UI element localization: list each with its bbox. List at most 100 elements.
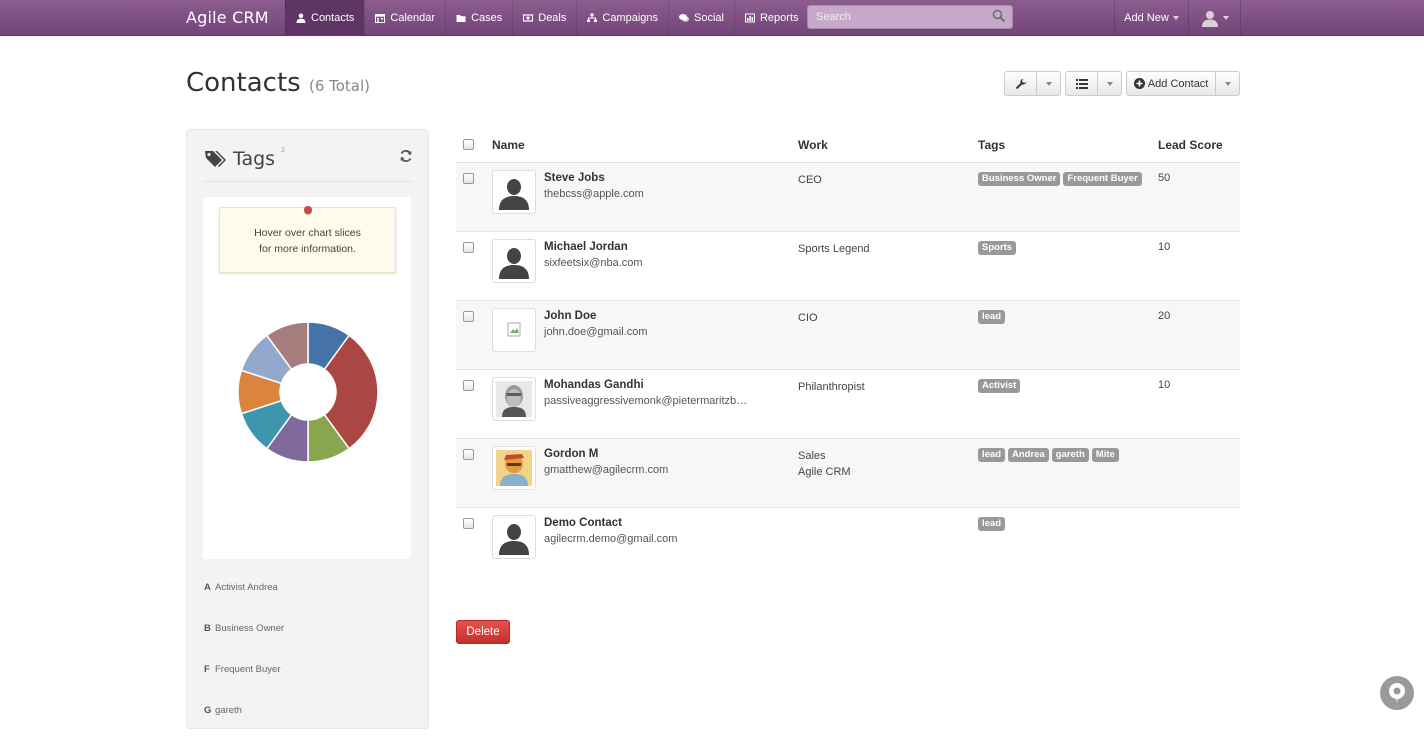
nav-label: Campaigns bbox=[602, 12, 659, 24]
contact-photo bbox=[496, 381, 532, 417]
folder-icon bbox=[456, 15, 466, 22]
add-new-menu[interactable]: Add New bbox=[1114, 0, 1189, 36]
tag-badge[interactable]: lead bbox=[978, 517, 1006, 531]
contact-avatar[interactable] bbox=[492, 308, 536, 352]
tag-badge[interactable]: lead bbox=[978, 448, 1006, 462]
chart-tooltip: Hover over chart slices for more informa… bbox=[219, 206, 396, 273]
nav-contacts[interactable]: Contacts bbox=[285, 0, 365, 36]
table-row[interactable]: Mohandas Gandhi passiveaggressivemonk@pie… bbox=[456, 369, 1240, 438]
tag-badge[interactable]: Andrea bbox=[1008, 448, 1049, 462]
contact-avatar[interactable] bbox=[492, 515, 536, 559]
col-tags[interactable]: Tags bbox=[978, 138, 1006, 152]
work-title: Sports Legend bbox=[798, 243, 870, 255]
tag-badge[interactable]: Frequent Buyer bbox=[1063, 172, 1142, 186]
contact-count: (6 Total) bbox=[308, 77, 371, 95]
donut-slice[interactable] bbox=[323, 334, 379, 450]
contact-avatar[interactable] bbox=[492, 170, 536, 214]
chevron-down-icon bbox=[1172, 16, 1179, 20]
contact-name[interactable]: Mohandas Gandhi bbox=[544, 379, 644, 391]
contact-avatar[interactable] bbox=[492, 239, 536, 283]
col-work[interactable]: Work bbox=[798, 138, 828, 152]
tag-badge[interactable]: lead bbox=[978, 310, 1006, 324]
contact-name[interactable]: Demo Contact bbox=[544, 517, 622, 529]
tag-badge[interactable]: Activist bbox=[978, 379, 1021, 393]
contact-avatar[interactable] bbox=[492, 377, 536, 421]
pin-icon bbox=[304, 206, 312, 214]
nav-cases[interactable]: Cases bbox=[445, 0, 512, 36]
tag-letter: B bbox=[204, 623, 211, 634]
plus-circle-icon bbox=[1133, 78, 1145, 89]
table-header: Name Work Tags Lead Score bbox=[456, 128, 1240, 162]
contacts-table: Name Work Tags Lead Score Steve Jobs theb… bbox=[456, 128, 1240, 576]
work-title: Philanthropist bbox=[798, 381, 865, 393]
list-view-button[interactable] bbox=[1066, 72, 1097, 95]
page-title-text: Contacts bbox=[186, 68, 301, 98]
tag-list-item[interactable]: A Activist Andrea bbox=[204, 582, 284, 623]
contact-name[interactable]: Gordon M bbox=[544, 448, 599, 460]
add-contact-dropdown[interactable] bbox=[1215, 72, 1239, 95]
contact-name[interactable]: Steve Jobs bbox=[544, 172, 605, 184]
nav-deals[interactable]: Deals bbox=[512, 0, 576, 36]
broken-image-icon bbox=[496, 312, 532, 348]
table-row[interactable]: Demo Contact agilecrm.demo@gmail.com lead bbox=[456, 507, 1240, 576]
wrench-button[interactable] bbox=[1005, 72, 1036, 95]
page-title: Contacts (6 Total) bbox=[186, 68, 370, 98]
user-menu[interactable] bbox=[1189, 0, 1241, 36]
table-row[interactable]: Steve Jobs thebcss@apple.com CEO Business O… bbox=[456, 162, 1240, 231]
table-row[interactable]: Gordon M gmatthew@agilecrm.com Sales Agile … bbox=[456, 438, 1240, 507]
select-all-checkbox[interactable] bbox=[463, 139, 474, 150]
contact-email: thebcss@apple.com bbox=[544, 188, 644, 200]
contact-name[interactable]: Michael Jordan bbox=[544, 241, 628, 253]
refresh-icon[interactable] bbox=[399, 149, 413, 163]
wrench-dropdown[interactable] bbox=[1036, 72, 1060, 95]
tag-badge[interactable]: Sports bbox=[978, 241, 1017, 255]
tag-list-item[interactable]: B Business Owner bbox=[204, 623, 284, 664]
tag-badge[interactable]: Business Owner bbox=[978, 172, 1061, 186]
tag-letter: F bbox=[204, 664, 210, 675]
contact-name[interactable]: John Doe bbox=[544, 310, 597, 322]
default-avatar-icon bbox=[496, 243, 532, 279]
nav-social[interactable]: Social bbox=[668, 0, 734, 36]
col-name[interactable]: Name bbox=[492, 138, 525, 152]
nav-calendar[interactable]: Calendar bbox=[364, 0, 445, 36]
tag-letter: A bbox=[204, 582, 211, 593]
lead-score: 20 bbox=[1158, 310, 1171, 322]
tag-badge[interactable]: gareth bbox=[1051, 448, 1089, 462]
chevron-down-icon bbox=[1045, 81, 1052, 86]
col-lead-score[interactable]: Lead Score bbox=[1158, 138, 1223, 152]
calendar-icon bbox=[375, 14, 386, 23]
brand-logo[interactable]: Agile CRM bbox=[186, 8, 269, 27]
view-dropdown[interactable] bbox=[1097, 72, 1121, 95]
contact-email: sixfeetsix@nba.com bbox=[544, 257, 643, 269]
table-row[interactable]: Michael Jordan sixfeetsix@nba.com Sports L… bbox=[456, 231, 1240, 300]
nav-campaigns[interactable]: Campaigns bbox=[576, 0, 668, 36]
table-body: Steve Jobs thebcss@apple.com CEO Business O… bbox=[456, 162, 1240, 576]
top-navbar: Agile CRM Contacts Calendar Cases Deals Camp… bbox=[0, 0, 1424, 36]
row-checkbox[interactable] bbox=[463, 380, 474, 391]
search-icon[interactable] bbox=[992, 9, 1006, 23]
row-checkbox[interactable] bbox=[463, 518, 474, 529]
donut-slice[interactable] bbox=[265, 321, 309, 371]
add-contact-button[interactable]: Add Contact bbox=[1127, 72, 1215, 95]
search-input[interactable] bbox=[808, 6, 988, 28]
row-checkbox[interactable] bbox=[463, 173, 474, 184]
contact-tags: lead bbox=[978, 310, 1158, 324]
help-chat-button[interactable] bbox=[1380, 676, 1414, 710]
table-row[interactable]: John Doe john.doe@gmail.com CIO lead 20 bbox=[456, 300, 1240, 369]
work-title: CEO bbox=[798, 174, 822, 186]
contact-email: john.doe@gmail.com bbox=[544, 326, 648, 338]
contact-email: agilecrm.demo@gmail.com bbox=[544, 533, 678, 545]
row-checkbox[interactable] bbox=[463, 311, 474, 322]
nav-reports[interactable]: Reports bbox=[733, 0, 809, 36]
nav-label: Deals bbox=[538, 12, 567, 24]
delete-button[interactable]: Delete bbox=[456, 620, 510, 644]
contact-photo bbox=[496, 450, 532, 486]
tag-badge[interactable]: Mite bbox=[1091, 448, 1119, 462]
tag-label: Frequent Buyer bbox=[215, 664, 281, 675]
row-checkbox[interactable] bbox=[463, 449, 474, 460]
contact-avatar[interactable] bbox=[492, 446, 536, 490]
tag-list-item[interactable]: F Frequent Buyer bbox=[204, 664, 284, 705]
row-checkbox[interactable] bbox=[463, 242, 474, 253]
tooltip-line-2: for more information. bbox=[259, 243, 356, 255]
